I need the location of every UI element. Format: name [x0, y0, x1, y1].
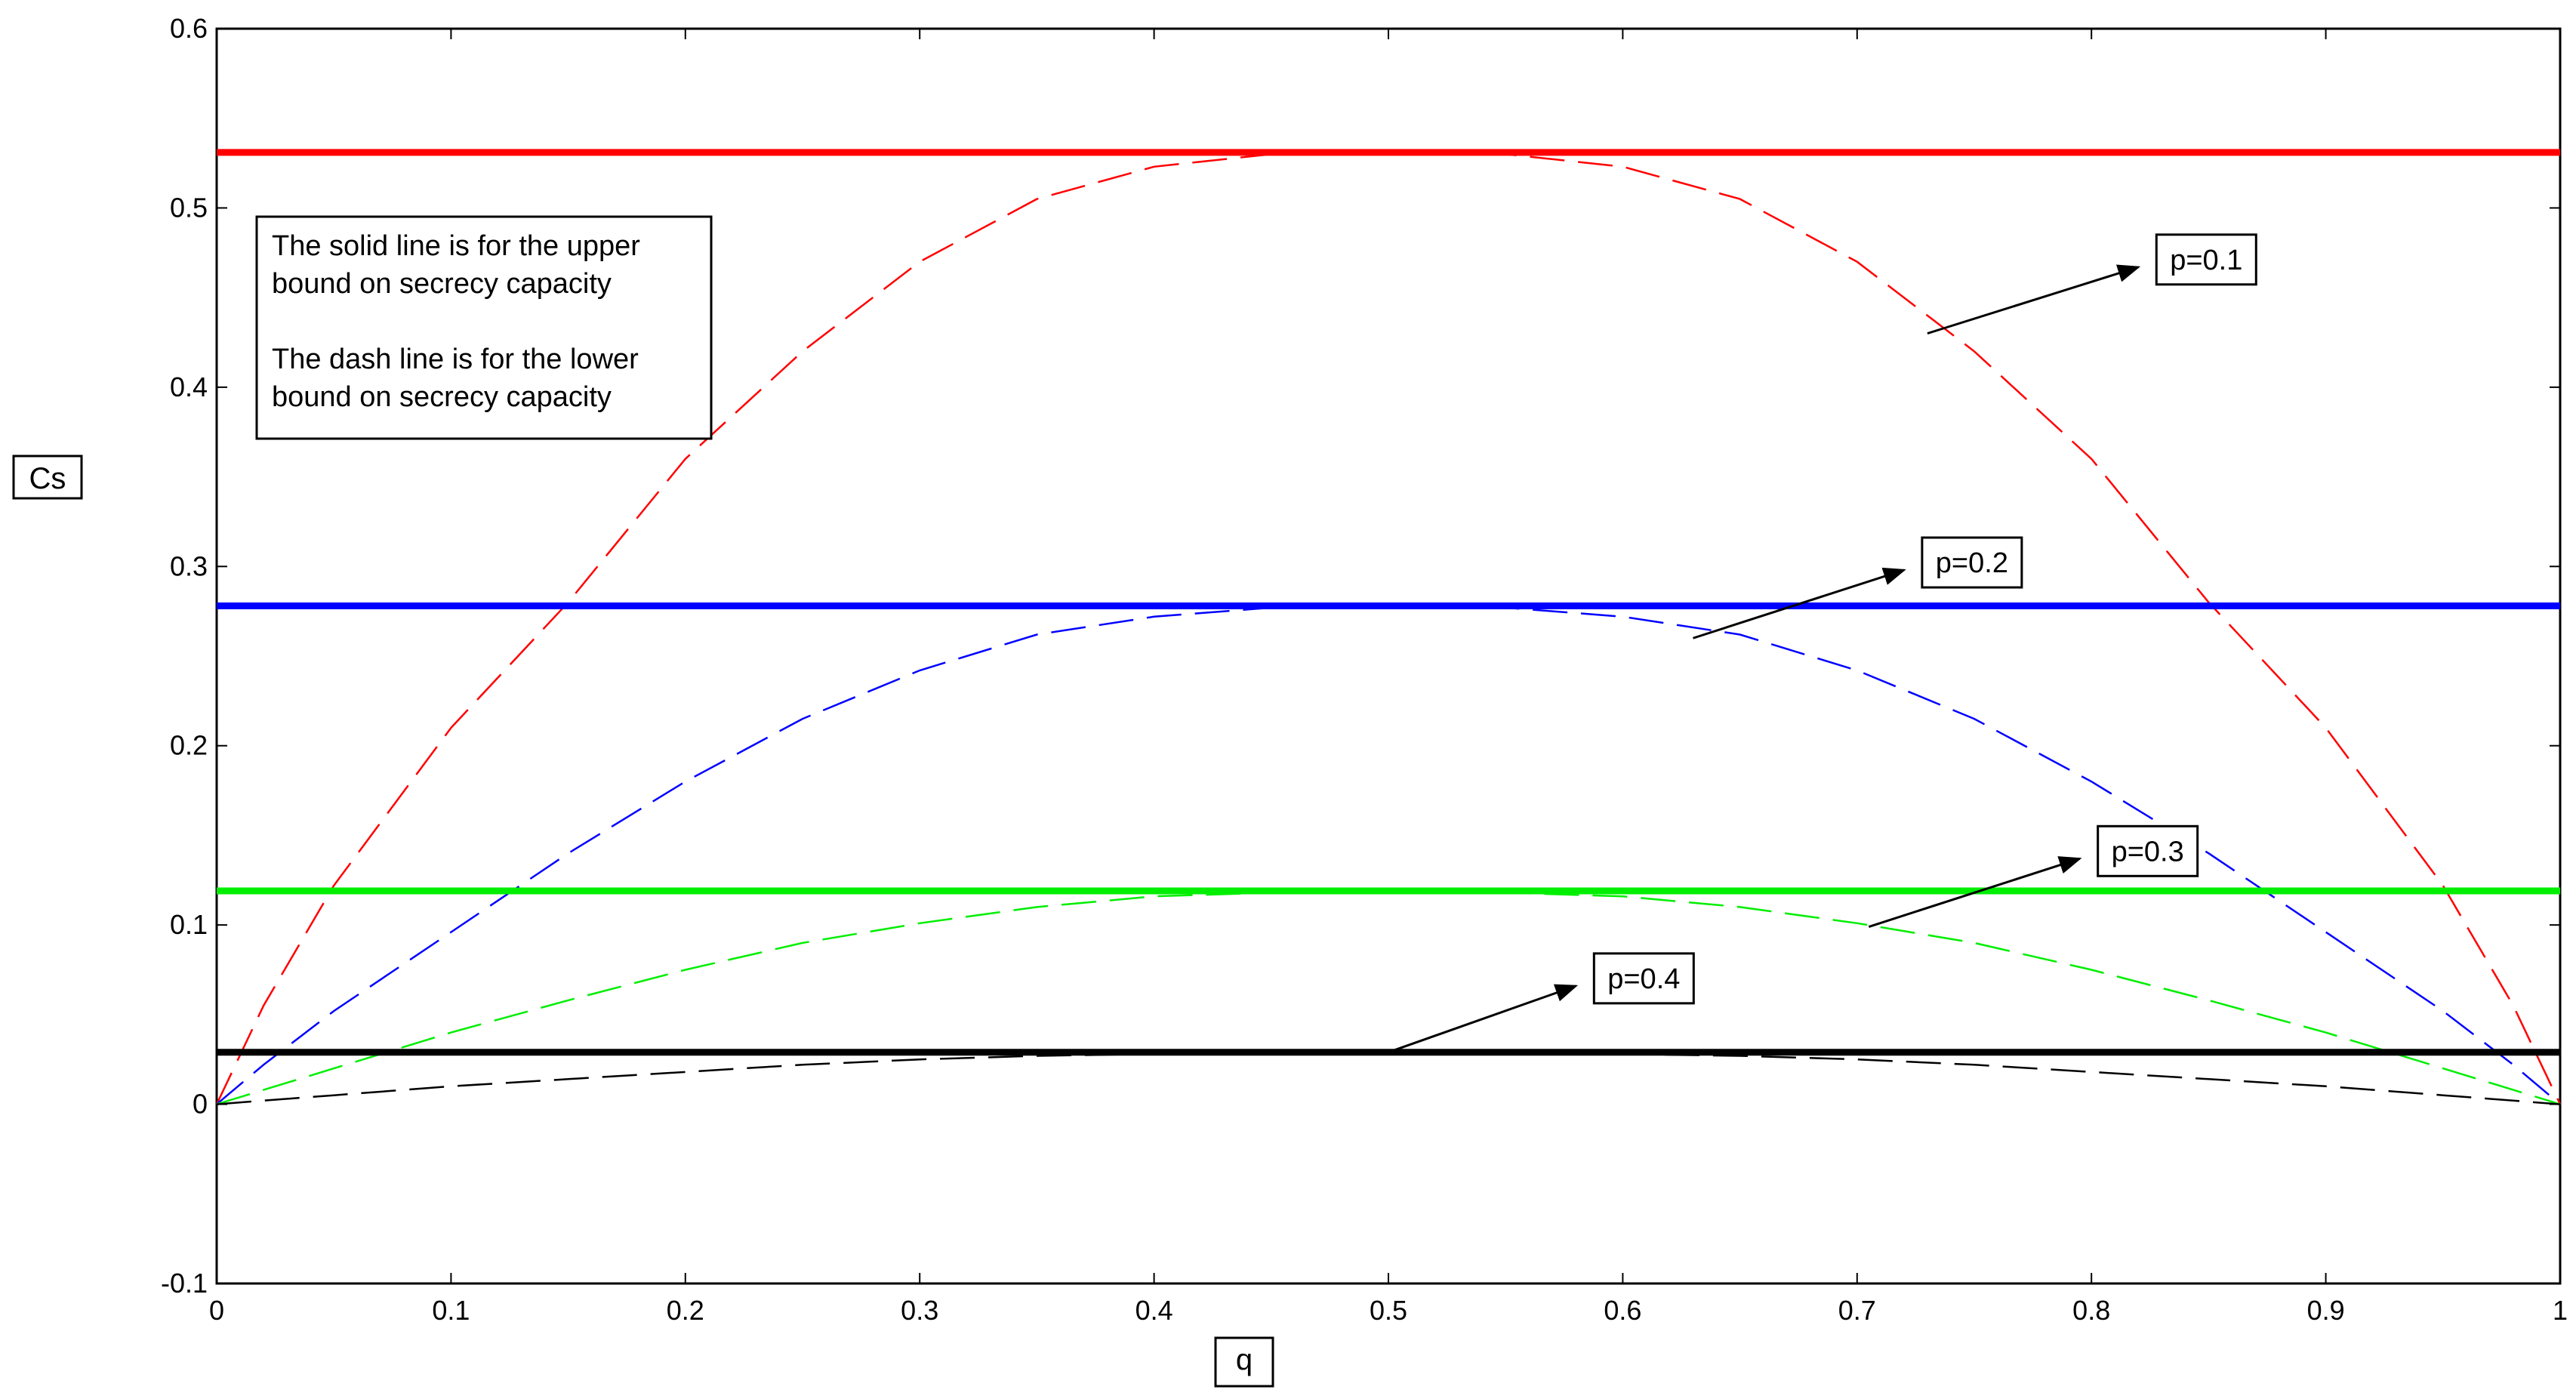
x-tick-label: 0.9 — [2307, 1295, 2345, 1326]
y-tick-label: 0.2 — [170, 730, 208, 761]
annotation-box — [1592, 952, 1695, 1005]
x-tick-label: 0 — [209, 1295, 224, 1326]
annotation-label: p=0.3 — [2112, 836, 2184, 867]
annotation-p=0.3: p=0.3 — [1868, 824, 2199, 928]
note-box-frame — [255, 215, 713, 440]
annotation-p=0.1: p=0.1 — [1927, 233, 2257, 335]
y-axis-label: Cs — [12, 455, 83, 500]
annotation-label: p=0.2 — [1936, 547, 2008, 579]
x-axis-label-frame — [1214, 1336, 1274, 1388]
annotation-arrow — [1868, 856, 2082, 928]
annotation-box — [1921, 536, 2023, 589]
y-tick-label: 0 — [193, 1089, 208, 1120]
annotation-arrow — [1693, 567, 1906, 639]
note-line-5: bound on secrecy capacity — [272, 381, 612, 413]
x-axis-label-text: q — [1236, 1343, 1253, 1376]
note-box: The solid line is for the upper bound on… — [255, 215, 713, 440]
x-tick-label: 0.7 — [1838, 1295, 1876, 1326]
note-line-2: bound on secrecy capacity — [272, 268, 612, 300]
x-tick-label: 1 — [2553, 1295, 2568, 1326]
annotation-label: p=0.4 — [1607, 963, 1680, 995]
x-tick-label: 0.1 — [432, 1295, 470, 1326]
annotation-arrow — [1927, 264, 2141, 335]
annotation-box — [2155, 233, 2257, 286]
y-tick-label: -0.1 — [161, 1268, 208, 1299]
annotation-p=0.2: p=0.2 — [1693, 536, 2023, 639]
y-tick-label: 0.4 — [170, 371, 208, 402]
note-line-1: The solid line is for the upper — [272, 230, 640, 262]
x-tick-label: 0.2 — [667, 1295, 704, 1326]
x-tick-label: 0.8 — [2072, 1295, 2110, 1326]
y-tick-label: 0.6 — [170, 13, 208, 44]
x-tick-label: 0.3 — [901, 1295, 938, 1326]
note-line-4: The dash line is for the lower — [272, 344, 639, 375]
y-tick-label: 0.5 — [170, 192, 208, 223]
x-tick-label: 0.6 — [1604, 1295, 1641, 1326]
y-tick-label: 0.1 — [170, 909, 208, 940]
annotation-p=0.4: p=0.4 — [1388, 952, 1695, 1054]
annotations: p=0.1 p=0.2 p=0.3 p=0.4 — [1388, 233, 2257, 1054]
x-axis-label: q — [1214, 1336, 1274, 1388]
y-axis-label-text: Cs — [29, 462, 66, 495]
axis-ticks: 0 0.1 0.2 0.3 0.4 0.5 0.6 0.7 0.8 0.9 1-0.100.10.2… — [161, 13, 2568, 1326]
annotation-label: p=0.1 — [2170, 245, 2242, 276]
x-tick-label: 0.5 — [1370, 1295, 1407, 1326]
x-tick-label: 0.4 — [1135, 1295, 1173, 1326]
y-axis-label-frame — [12, 455, 83, 500]
annotation-arrow — [1388, 984, 1579, 1054]
annotation-box — [2097, 824, 2199, 877]
y-tick-label: 0.3 — [170, 550, 208, 581]
